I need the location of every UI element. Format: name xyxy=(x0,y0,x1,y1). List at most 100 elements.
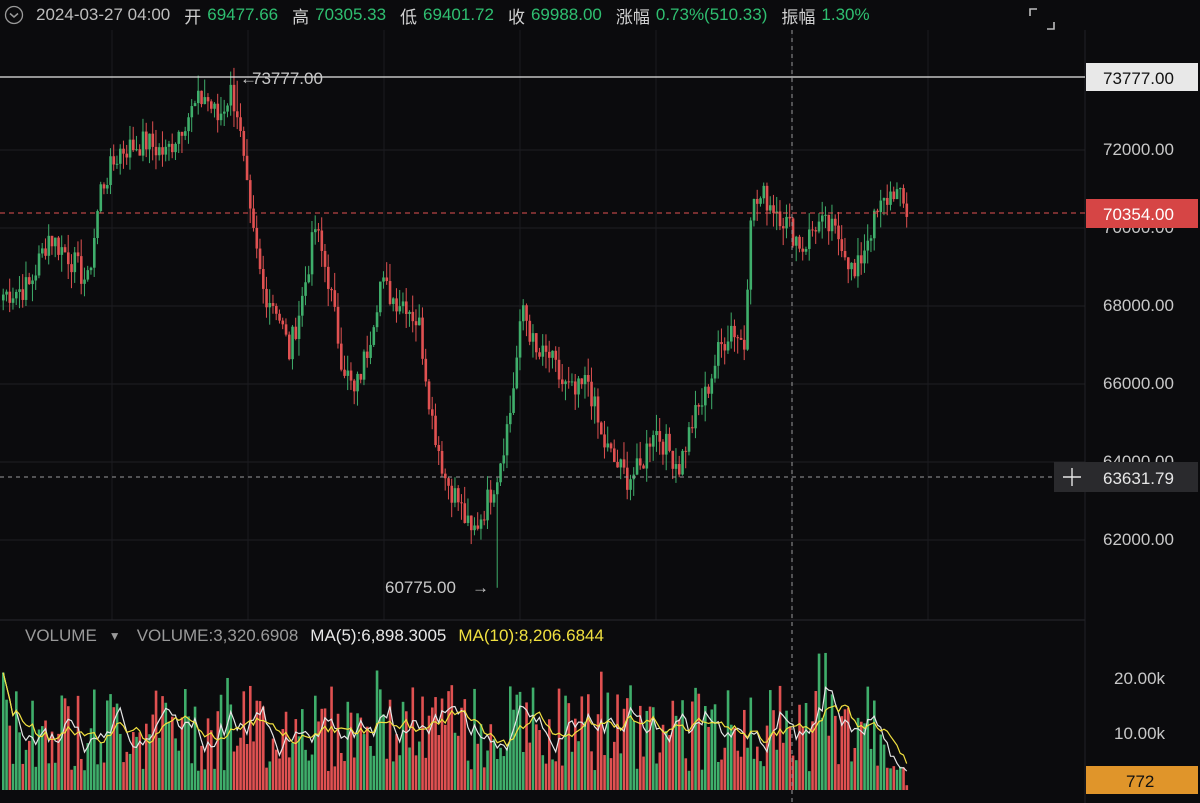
change-label: 涨幅 xyxy=(615,7,650,27)
volume-bar xyxy=(190,763,194,790)
candle-body xyxy=(723,344,727,351)
candle-body xyxy=(37,253,41,276)
volume-bar xyxy=(814,691,818,790)
candle-body xyxy=(707,386,710,394)
dropdown-arrow-icon[interactable]: ▼ xyxy=(108,629,121,643)
high-value: 70305.33 xyxy=(315,5,387,24)
volume-bar xyxy=(31,700,34,790)
volume-bar xyxy=(278,758,281,790)
candle-body xyxy=(258,248,262,270)
volume-bar xyxy=(759,761,762,790)
candle-body xyxy=(307,274,311,283)
volume-bar xyxy=(226,677,229,790)
candle-body xyxy=(535,333,538,353)
candle-body xyxy=(658,431,662,442)
volume-bar xyxy=(112,707,116,790)
volume-bar xyxy=(674,715,678,790)
candle-body xyxy=(401,301,405,307)
volume-bar xyxy=(171,716,174,790)
volume-bar xyxy=(50,731,54,790)
candle-body xyxy=(265,288,268,308)
volume-bar xyxy=(710,709,714,790)
candle-body xyxy=(268,303,272,308)
candle-body xyxy=(645,443,649,469)
candle-body xyxy=(713,365,717,379)
candle-body xyxy=(5,291,8,295)
candle-body xyxy=(570,381,574,383)
volume-bar xyxy=(193,706,197,790)
volume-bar xyxy=(749,697,753,790)
volume-bar xyxy=(483,767,486,790)
volume-bar xyxy=(343,761,346,790)
collapse-chevron-icon[interactable] xyxy=(4,5,24,25)
volume-bar xyxy=(102,762,106,790)
volume-bar xyxy=(743,709,746,790)
candle-body xyxy=(89,267,93,271)
volume-bar xyxy=(889,768,892,790)
volume-bar xyxy=(310,754,314,790)
candle-body xyxy=(856,255,860,277)
candle-body xyxy=(759,198,762,204)
volume-bar xyxy=(236,745,239,790)
candle-body xyxy=(369,344,372,358)
volume-bar xyxy=(652,707,655,790)
candle-body xyxy=(697,405,701,407)
candle-body xyxy=(141,131,145,156)
candle-body xyxy=(518,321,522,358)
volume-bar xyxy=(385,758,389,790)
volume-bar xyxy=(427,715,431,790)
volume-tick: 10.00k xyxy=(1114,724,1166,743)
volume-bar xyxy=(161,696,164,790)
candle-body xyxy=(733,325,736,338)
volume-bar xyxy=(860,721,863,790)
candle-body xyxy=(245,155,249,181)
candle-body xyxy=(359,373,363,380)
candle-body xyxy=(262,269,265,289)
candle-body xyxy=(333,290,337,307)
volume-bar xyxy=(167,721,171,790)
candle-body xyxy=(710,378,714,394)
candle-body xyxy=(356,373,359,392)
volume-bar xyxy=(590,751,593,790)
candle-body xyxy=(606,443,610,448)
candle-body xyxy=(798,236,801,249)
candle-body xyxy=(554,350,558,360)
candle-body xyxy=(132,139,135,151)
volume-bar xyxy=(122,762,125,790)
volume-bar xyxy=(505,747,509,790)
close-label: 收 xyxy=(507,7,525,27)
volume-bar xyxy=(76,695,80,790)
volume-indicator-name[interactable]: VOLUME xyxy=(25,626,97,645)
candle-body xyxy=(395,298,398,312)
candle-body xyxy=(892,191,896,200)
candle-body xyxy=(895,189,899,200)
volume-bar xyxy=(882,744,886,790)
candle-body xyxy=(353,380,356,392)
candle-body xyxy=(655,431,658,436)
volume-bar xyxy=(375,670,379,790)
volume-bar xyxy=(401,701,405,790)
candle-body xyxy=(115,163,119,165)
volume-bar xyxy=(431,707,434,790)
candle-body xyxy=(232,84,236,112)
candle-body xyxy=(882,197,886,201)
volume-bar xyxy=(600,671,603,790)
volume-bar xyxy=(681,700,684,790)
volume-bar xyxy=(873,700,876,790)
volume-bar xyxy=(67,706,70,790)
volume-bar xyxy=(756,746,759,790)
candle-body xyxy=(769,205,772,211)
candle-body xyxy=(119,148,122,164)
volume-bar xyxy=(5,699,8,790)
candle-body xyxy=(278,313,281,321)
volume-ma5: MA(5):6,898.3005 xyxy=(310,626,447,645)
volume-bar xyxy=(804,702,808,790)
candle-body xyxy=(886,197,889,205)
candle-body xyxy=(18,289,21,292)
candle-body xyxy=(112,156,116,165)
volume-bar xyxy=(739,756,743,790)
fullscreen-icon[interactable] xyxy=(1026,5,1058,33)
volume-bar xyxy=(694,687,697,790)
volume-ma5-line xyxy=(2,672,908,772)
volume-bar xyxy=(54,762,57,790)
